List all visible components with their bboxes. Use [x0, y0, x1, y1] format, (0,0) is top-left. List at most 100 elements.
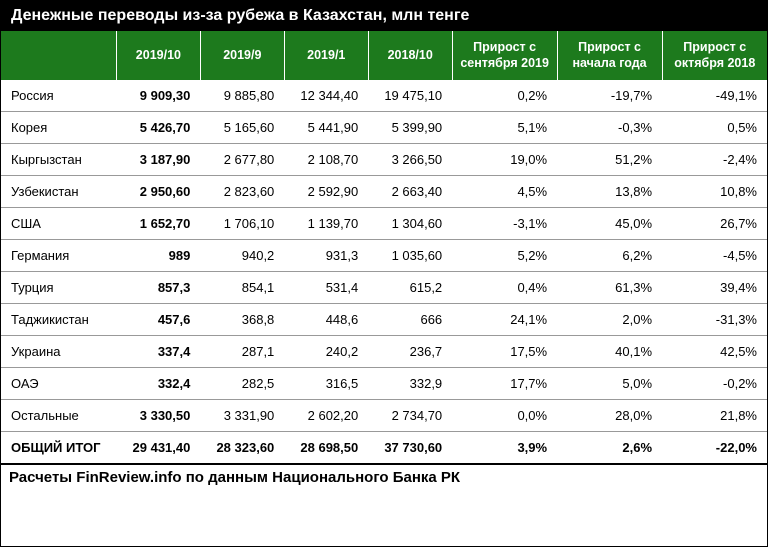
- value-cell: 5,1%: [452, 111, 557, 143]
- value-cell: 28 323,60: [200, 431, 284, 464]
- value-cell: 2 950,60: [116, 175, 200, 207]
- value-cell: 3 331,90: [200, 399, 284, 431]
- col-header-growth-ytd: Прирост с начала года: [557, 31, 662, 80]
- table-row: Узбекистан2 950,602 823,602 592,902 663,…: [1, 175, 767, 207]
- col-header-2019-9: 2019/9: [200, 31, 284, 80]
- value-cell: 5 441,90: [284, 111, 368, 143]
- col-header-2019-10: 2019/10: [116, 31, 200, 80]
- table-body: Россия9 909,309 885,8012 344,4019 475,10…: [1, 80, 767, 464]
- total-row: ОБЩИЙ ИТОГ29 431,4028 323,6028 698,5037 …: [1, 431, 767, 464]
- value-cell: 316,5: [284, 367, 368, 399]
- col-header-growth-oct: Прирост с октября 2018: [662, 31, 767, 80]
- value-cell: 3 266,50: [368, 143, 452, 175]
- value-cell: 9 909,30: [116, 80, 200, 112]
- col-header-2019-1: 2019/1: [284, 31, 368, 80]
- table-row: Кыргызстан3 187,902 677,802 108,703 266,…: [1, 143, 767, 175]
- header-row: 2019/10 2019/9 2019/1 2018/10 Прирост с …: [1, 31, 767, 80]
- value-cell: 2,6%: [557, 431, 662, 464]
- value-cell: 1 304,60: [368, 207, 452, 239]
- country-cell: США: [1, 207, 116, 239]
- table-container: Денежные переводы из-за рубежа в Казахст…: [0, 0, 768, 547]
- value-cell: 332,9: [368, 367, 452, 399]
- value-cell: 2 663,40: [368, 175, 452, 207]
- value-cell: 39,4%: [662, 271, 767, 303]
- value-cell: 0,5%: [662, 111, 767, 143]
- country-cell: Корея: [1, 111, 116, 143]
- value-cell: 19 475,10: [368, 80, 452, 112]
- value-cell: 24,1%: [452, 303, 557, 335]
- value-cell: 40,1%: [557, 335, 662, 367]
- value-cell: 10,8%: [662, 175, 767, 207]
- value-cell: 19,0%: [452, 143, 557, 175]
- value-cell: 5,0%: [557, 367, 662, 399]
- value-cell: 45,0%: [557, 207, 662, 239]
- value-cell: 854,1: [200, 271, 284, 303]
- country-cell: ОАЭ: [1, 367, 116, 399]
- value-cell: 17,7%: [452, 367, 557, 399]
- value-cell: 61,3%: [557, 271, 662, 303]
- value-cell: 2 602,20: [284, 399, 368, 431]
- value-cell: 1 139,70: [284, 207, 368, 239]
- value-cell: 448,6: [284, 303, 368, 335]
- value-cell: 51,2%: [557, 143, 662, 175]
- country-cell: Кыргызстан: [1, 143, 116, 175]
- value-cell: 12 344,40: [284, 80, 368, 112]
- value-cell: -22,0%: [662, 431, 767, 464]
- value-cell: 940,2: [200, 239, 284, 271]
- value-cell: 931,3: [284, 239, 368, 271]
- table-row: Таджикистан457,6368,8448,666624,1%2,0%-3…: [1, 303, 767, 335]
- value-cell: 37 730,60: [368, 431, 452, 464]
- value-cell: 240,2: [284, 335, 368, 367]
- value-cell: -0,3%: [557, 111, 662, 143]
- value-cell: 5 426,70: [116, 111, 200, 143]
- value-cell: 5 165,60: [200, 111, 284, 143]
- table-row: США1 652,701 706,101 139,701 304,60-3,1%…: [1, 207, 767, 239]
- value-cell: 457,6: [116, 303, 200, 335]
- table-row: Корея5 426,705 165,605 441,905 399,905,1…: [1, 111, 767, 143]
- value-cell: 3,9%: [452, 431, 557, 464]
- value-cell: -4,5%: [662, 239, 767, 271]
- value-cell: 26,7%: [662, 207, 767, 239]
- value-cell: 1 652,70: [116, 207, 200, 239]
- col-header-2018-10: 2018/10: [368, 31, 452, 80]
- country-cell: Турция: [1, 271, 116, 303]
- table-row: Украина337,4287,1240,2236,717,5%40,1%42,…: [1, 335, 767, 367]
- country-cell: ОБЩИЙ ИТОГ: [1, 431, 116, 464]
- value-cell: 5 399,90: [368, 111, 452, 143]
- value-cell: 287,1: [200, 335, 284, 367]
- value-cell: 3 330,50: [116, 399, 200, 431]
- value-cell: 6,2%: [557, 239, 662, 271]
- value-cell: 2 108,70: [284, 143, 368, 175]
- col-header-country: [1, 31, 116, 80]
- value-cell: 666: [368, 303, 452, 335]
- value-cell: -2,4%: [662, 143, 767, 175]
- value-cell: 2 592,90: [284, 175, 368, 207]
- value-cell: 615,2: [368, 271, 452, 303]
- value-cell: 2 734,70: [368, 399, 452, 431]
- source-text: Расчеты FinReview.info по данным Национа…: [1, 465, 767, 490]
- col-header-growth-sep: Прирост с сентября 2019: [452, 31, 557, 80]
- country-cell: Остальные: [1, 399, 116, 431]
- value-cell: 3 187,90: [116, 143, 200, 175]
- value-cell: 17,5%: [452, 335, 557, 367]
- value-cell: 1 706,10: [200, 207, 284, 239]
- value-cell: 2,0%: [557, 303, 662, 335]
- value-cell: -31,3%: [662, 303, 767, 335]
- country-cell: Украина: [1, 335, 116, 367]
- value-cell: 0,4%: [452, 271, 557, 303]
- value-cell: 9 885,80: [200, 80, 284, 112]
- table-title: Денежные переводы из-за рубежа в Казахст…: [1, 1, 767, 31]
- value-cell: 2 823,60: [200, 175, 284, 207]
- value-cell: -3,1%: [452, 207, 557, 239]
- value-cell: 337,4: [116, 335, 200, 367]
- country-cell: Россия: [1, 80, 116, 112]
- data-table: 2019/10 2019/9 2019/1 2018/10 Прирост с …: [1, 31, 767, 465]
- value-cell: 989: [116, 239, 200, 271]
- value-cell: 21,8%: [662, 399, 767, 431]
- table-row: Турция857,3854,1531,4615,20,4%61,3%39,4%: [1, 271, 767, 303]
- value-cell: 28 698,50: [284, 431, 368, 464]
- value-cell: 29 431,40: [116, 431, 200, 464]
- country-cell: Таджикистан: [1, 303, 116, 335]
- value-cell: 282,5: [200, 367, 284, 399]
- value-cell: 368,8: [200, 303, 284, 335]
